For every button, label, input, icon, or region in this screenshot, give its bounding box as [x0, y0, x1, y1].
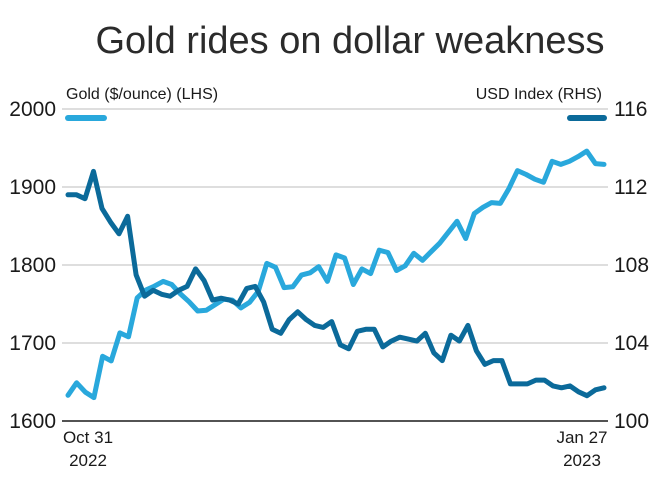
x-end-label-line2: 2023	[563, 451, 601, 470]
legend-label-gold: Gold ($/ounce) (LHS)	[66, 86, 218, 103]
left-tick-label: 1700	[9, 332, 56, 355]
x-start-label-line1: Oct 31	[63, 428, 113, 447]
grid-layer	[62, 108, 608, 344]
left-tick-label: 1900	[9, 176, 56, 199]
series-layer	[65, 148, 607, 401]
left-tick-label: 1800	[9, 254, 56, 277]
legend-label-usd: USD Index (RHS)	[476, 86, 602, 103]
gold-series-line	[65, 148, 607, 401]
right-tick-label: 112	[614, 176, 647, 199]
usd-index-series-line	[65, 168, 607, 399]
right-tick-label: 108	[614, 254, 649, 277]
x-end-label-line1: Jan 27	[556, 428, 607, 447]
x-start-label-line2: 2022	[69, 451, 107, 470]
left-tick-label: 1600	[9, 410, 56, 433]
right-tick-label: 100	[614, 410, 649, 433]
left-axis-ticks: 2000 1900 1800 1700 1600	[9, 98, 56, 433]
chart-title: Gold rides on dollar weakness	[95, 20, 604, 62]
right-axis-ticks: 116 112 108 104 100	[614, 98, 649, 433]
right-tick-label: 116	[614, 98, 647, 121]
left-tick-label: 2000	[9, 98, 56, 121]
x-end-label: Jan 27 2023	[556, 428, 607, 470]
x-start-label: Oct 31 2022	[63, 428, 113, 470]
right-tick-label: 104	[614, 332, 649, 355]
